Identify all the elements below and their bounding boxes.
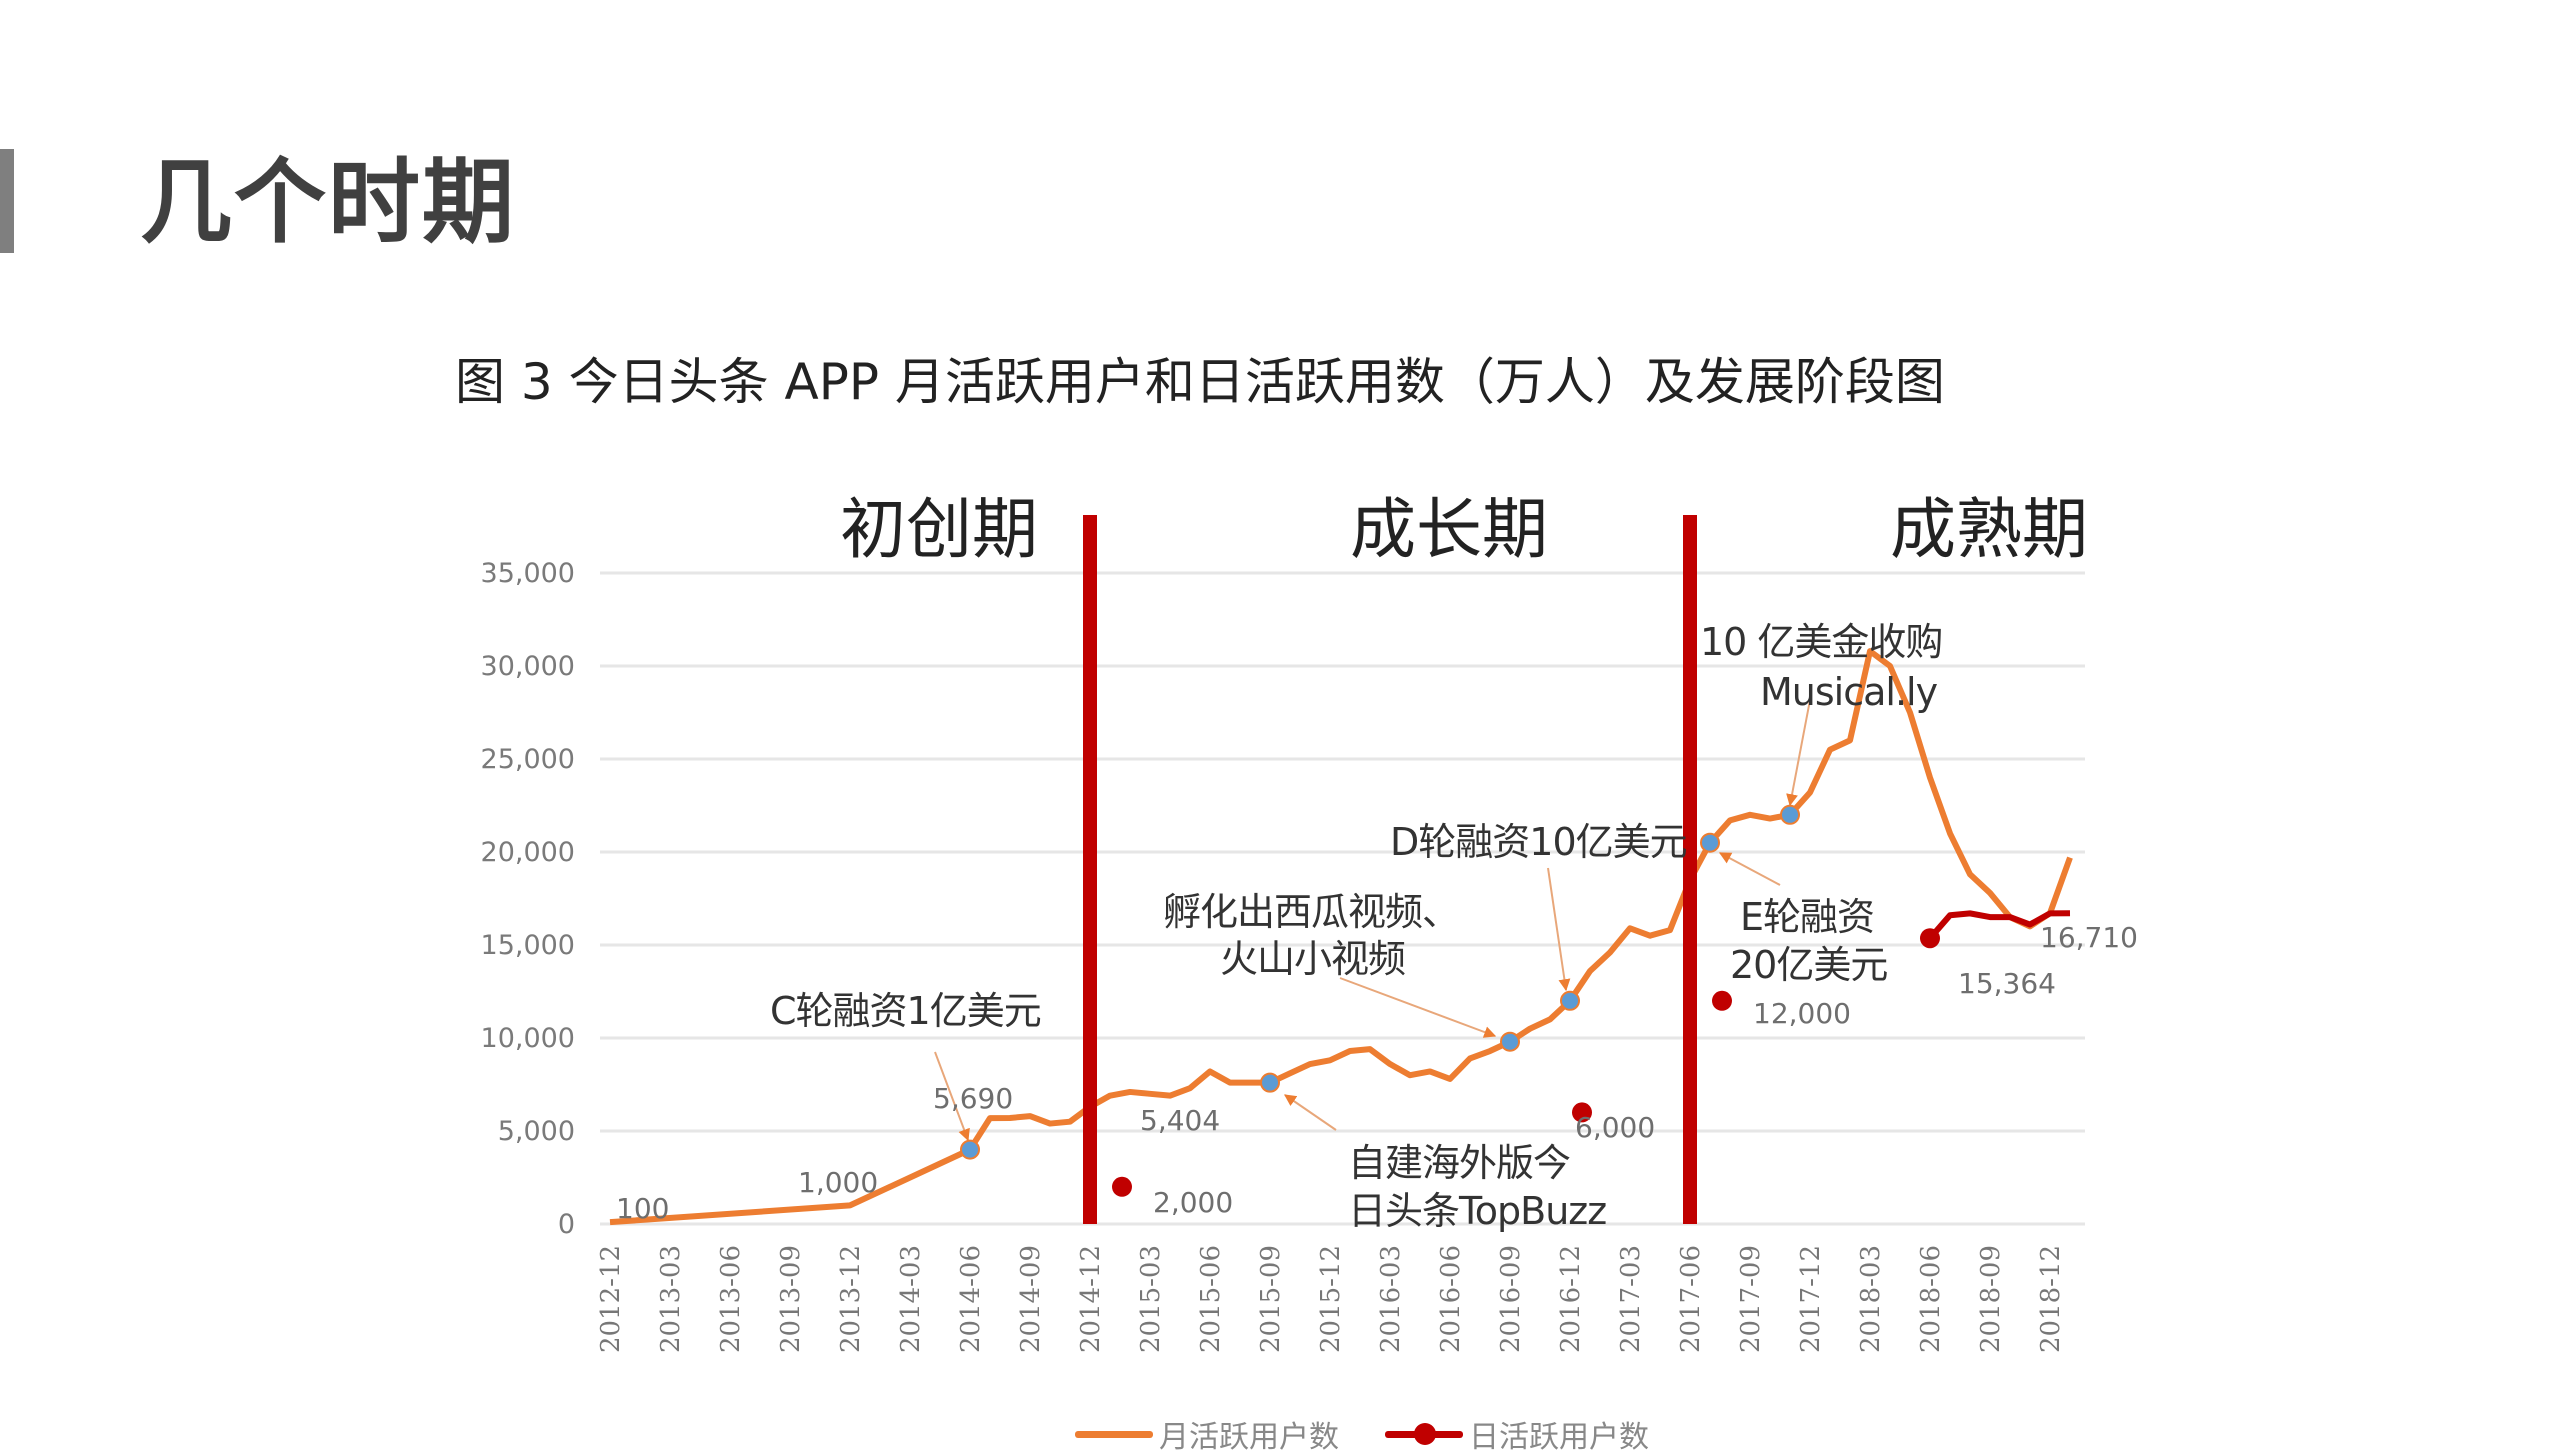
x-tick-label: 2015-09 bbox=[1256, 1245, 1286, 1353]
data-label-15364: 15,364 bbox=[1958, 967, 2056, 1000]
event-point bbox=[1260, 1072, 1280, 1093]
x-tick-label: 2018-12 bbox=[2036, 1245, 2066, 1353]
y-tick-label: 10,000 bbox=[481, 1023, 575, 1054]
x-tick-label: 2018-03 bbox=[1856, 1245, 1886, 1353]
y-tick-label: 5,000 bbox=[498, 1116, 575, 1147]
dau-start-point bbox=[1920, 928, 1940, 949]
title-accent-bar bbox=[0, 149, 14, 253]
dau-point bbox=[1572, 1102, 1592, 1123]
x-tick-label: 2017-12 bbox=[1796, 1245, 1826, 1353]
x-tick-label: 2016-12 bbox=[1556, 1245, 1586, 1353]
chart-legend: 月活跃用户数 日活跃用户数 bbox=[1075, 1412, 1649, 1456]
annotations: C轮融资1亿美元 孵化出西瓜视频、 火山小视频 自建海外版今 日头条TopBuz… bbox=[770, 620, 1943, 1233]
x-tick-label: 2012-12 bbox=[596, 1245, 626, 1353]
chart-caption: 图 3 今日头条 APP 月活跃用户和日活跃用数（万人）及发展阶段图 bbox=[455, 353, 1945, 411]
x-tick-label: 2013-09 bbox=[776, 1245, 806, 1353]
x-tick-label: 2013-06 bbox=[716, 1245, 746, 1353]
y-tick-label: 0 bbox=[558, 1209, 575, 1240]
dau-point bbox=[1712, 990, 1732, 1011]
period-label-startup: 初创期 bbox=[840, 491, 1038, 568]
y-tick-label: 15,000 bbox=[481, 930, 575, 961]
legend-label-dau: 日活跃用户数 bbox=[1469, 1420, 1649, 1455]
data-labels: 100 1,000 5,690 5,404 2,000 6,000 12,000… bbox=[616, 921, 2138, 1225]
annotation-e-round-line2: 20亿美元 bbox=[1730, 943, 1887, 987]
x-tick-label: 2016-03 bbox=[1376, 1245, 1406, 1353]
x-axis-ticks: 2012-12 2013-03 2013-06 2013-09 2013-12 2014-… bbox=[596, 1245, 2066, 1353]
event-point bbox=[1560, 990, 1580, 1011]
annotation-musically-line2: Musical.ly bbox=[1760, 670, 1938, 714]
data-label-16710: 16,710 bbox=[2040, 921, 2138, 954]
x-tick-label: 2014-03 bbox=[896, 1245, 926, 1353]
event-point bbox=[1700, 832, 1720, 853]
x-tick-label: 2015-03 bbox=[1136, 1245, 1166, 1353]
x-tick-label: 2017-03 bbox=[1616, 1245, 1646, 1353]
page-title: 几个时期 bbox=[140, 149, 517, 256]
gridlines bbox=[600, 571, 2085, 1226]
annotation-e-round-line1: E轮融资 bbox=[1740, 895, 1874, 939]
mau-line-swatch-icon bbox=[1075, 1430, 1153, 1438]
dau-line-dot-swatch-icon bbox=[1385, 1422, 1463, 1445]
y-tick-label: 25,000 bbox=[481, 744, 575, 775]
legend-label-mau: 月活跃用户数 bbox=[1159, 1420, 1339, 1455]
event-points bbox=[960, 804, 1800, 1160]
data-label-6000: 6,000 bbox=[1575, 1111, 1655, 1144]
data-label-5690: 5,690 bbox=[933, 1082, 1013, 1115]
event-point bbox=[1500, 1031, 1520, 1052]
annotation-xigua-line2: 火山小视频 bbox=[1220, 937, 1405, 981]
y-tick-label: 30,000 bbox=[481, 651, 575, 682]
x-tick-label: 2013-12 bbox=[836, 1245, 866, 1353]
annotation-xigua-line1: 孵化出西瓜视频、 bbox=[1163, 890, 1459, 934]
annotation-topbuzz-line1: 自建海外版今 bbox=[1348, 1141, 1570, 1185]
event-point bbox=[1780, 804, 1800, 825]
annotation-d-round: D轮融资10亿美元 bbox=[1390, 820, 1687, 864]
period-dividers bbox=[1083, 515, 1697, 1224]
dau-point bbox=[1112, 1176, 1132, 1197]
annotation-musically-line1: 10 亿美金收购 bbox=[1700, 620, 1942, 664]
y-tick-label: 35,000 bbox=[481, 558, 575, 589]
annotation-topbuzz-line2: 日头条TopBuzz bbox=[1348, 1189, 1606, 1233]
period-label-mature: 成熟期 bbox=[1890, 491, 2088, 568]
annotation-c-round: C轮融资1亿美元 bbox=[770, 989, 1041, 1033]
dau-line bbox=[1927, 910, 2071, 941]
legend-item-dau: 日活跃用户数 bbox=[1385, 1412, 1649, 1456]
data-label-12000: 12,000 bbox=[1753, 997, 1851, 1030]
x-tick-label: 2016-09 bbox=[1496, 1245, 1526, 1353]
period-label-growth: 成长期 bbox=[1350, 491, 1548, 568]
x-tick-label: 2018-06 bbox=[1916, 1245, 1946, 1353]
y-tick-label: 20,000 bbox=[481, 837, 575, 868]
data-label-2000: 2,000 bbox=[1153, 1186, 1233, 1219]
x-tick-label: 2018-09 bbox=[1976, 1245, 2006, 1353]
x-tick-label: 2014-06 bbox=[956, 1245, 986, 1353]
x-tick-label: 2015-12 bbox=[1316, 1245, 1346, 1353]
x-tick-label: 2014-12 bbox=[1076, 1245, 1106, 1353]
y-axis-ticks: 0 5,000 10,000 15,000 20,000 25,000 30,000 35,0… bbox=[481, 558, 575, 1240]
x-tick-label: 2017-06 bbox=[1676, 1245, 1706, 1353]
x-tick-label: 2015-06 bbox=[1196, 1245, 1226, 1353]
annotation-arrows bbox=[934, 699, 1811, 1142]
series-lines bbox=[609, 648, 2073, 1226]
x-tick-label: 2016-06 bbox=[1436, 1245, 1466, 1353]
x-tick-label: 2014-09 bbox=[1016, 1245, 1046, 1353]
period-labels: 初创期 成长期 成熟期 bbox=[840, 491, 2088, 568]
data-label-1000: 1,000 bbox=[798, 1166, 878, 1199]
data-label-100: 100 bbox=[616, 1192, 669, 1225]
legend-item-mau: 月活跃用户数 bbox=[1075, 1412, 1339, 1456]
data-label-5404: 5,404 bbox=[1140, 1104, 1220, 1137]
event-point bbox=[960, 1139, 980, 1160]
mau-line bbox=[609, 648, 2073, 1226]
x-tick-label: 2017-09 bbox=[1736, 1245, 1766, 1353]
x-tick-label: 2013-03 bbox=[656, 1245, 686, 1353]
